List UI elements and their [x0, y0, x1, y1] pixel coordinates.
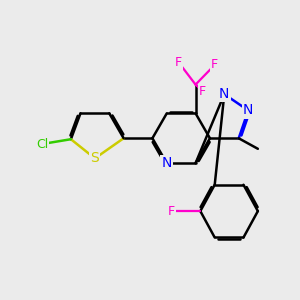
- Text: N: N: [162, 156, 172, 170]
- Text: N: N: [219, 87, 230, 101]
- Text: F: F: [175, 56, 182, 69]
- Text: S: S: [91, 152, 99, 165]
- Text: F: F: [211, 58, 218, 71]
- Text: F: F: [168, 205, 175, 218]
- Text: N: N: [243, 103, 254, 118]
- Text: Cl: Cl: [36, 137, 48, 151]
- Text: F: F: [199, 85, 206, 98]
